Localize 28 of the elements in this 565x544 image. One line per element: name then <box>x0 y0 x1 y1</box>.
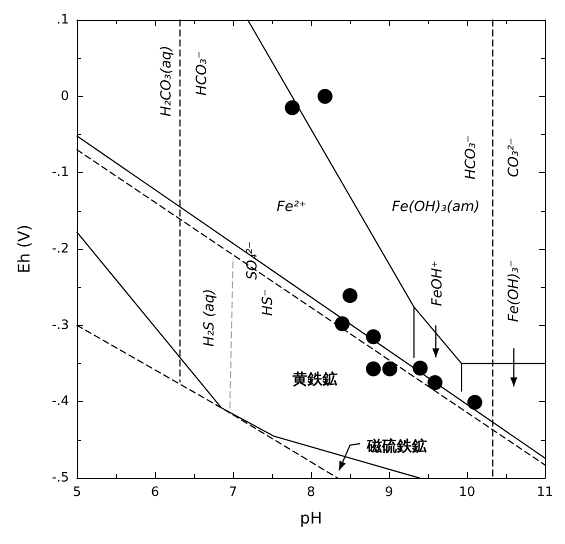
y-tick-label: -.4 <box>52 394 69 410</box>
x-tick-label: 11 <box>536 485 554 500</box>
annotation: HS⁻ <box>260 289 276 316</box>
x-tick-label: 8 <box>306 485 316 500</box>
y-axis-title: Eh (V) <box>14 224 34 274</box>
x-tick-label: 5 <box>72 485 82 500</box>
annotation: 磁硫鉄鉱 <box>366 436 427 455</box>
annotation: 黄鉄鉱 <box>291 370 338 388</box>
y-tick-label: -.3 <box>52 318 69 333</box>
annotation: Fe²⁺ <box>276 199 306 216</box>
x-tick-label: 6 <box>150 485 160 500</box>
annotation: H₂S (aq) <box>202 288 218 347</box>
x-tick-label: 10 <box>458 485 476 500</box>
annotation: H₂CO₃(aq) <box>158 46 175 117</box>
annotation: HCO₃⁻ <box>462 135 479 180</box>
x-tick-label: 7 <box>228 485 238 500</box>
annotation: HCO₃⁻ <box>194 51 210 96</box>
y-tick-label: -.5 <box>52 470 69 486</box>
x-axis-title: pH <box>300 508 322 528</box>
y-tick-label: -.1 <box>52 165 69 180</box>
y-tick-label: -.2 <box>52 242 69 256</box>
annotation: Fe(OH)₃⁻ <box>506 260 522 322</box>
annotation: Fe(OH)₃(am) <box>392 199 480 216</box>
y-tick-label: .1 <box>56 12 69 28</box>
annotation: FeOH⁺ <box>429 260 446 306</box>
y-tick-label: 0 <box>60 88 69 104</box>
x-tick-label: 9 <box>384 485 394 500</box>
annotation: CO₃²⁻ <box>506 138 522 178</box>
